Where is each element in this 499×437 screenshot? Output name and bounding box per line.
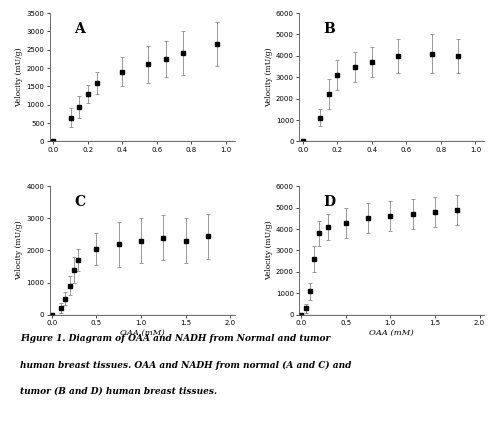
Text: A: A [74, 22, 85, 36]
Text: tumor (B and D) human breast tissues.: tumor (B and D) human breast tissues. [20, 387, 217, 396]
X-axis label: OAA (mM): OAA (mM) [369, 329, 414, 337]
Text: human breast tissues. OAA and NADH from normal (A and C) and: human breast tissues. OAA and NADH from … [20, 361, 351, 370]
Y-axis label: Velocity (mU/g): Velocity (mU/g) [15, 48, 23, 107]
Y-axis label: Velocity (mU/g): Velocity (mU/g) [15, 221, 23, 280]
X-axis label: OAA (mM): OAA (mM) [120, 329, 165, 337]
Text: Figure 1. Diagram of OAA and NADH from Normal and tumor: Figure 1. Diagram of OAA and NADH from N… [20, 334, 330, 343]
Y-axis label: Velocity (mU/g): Velocity (mU/g) [265, 48, 273, 107]
Text: C: C [74, 195, 85, 209]
Y-axis label: Velocity (mU/g): Velocity (mU/g) [265, 221, 273, 280]
Text: B: B [323, 22, 335, 36]
Text: D: D [323, 195, 335, 209]
